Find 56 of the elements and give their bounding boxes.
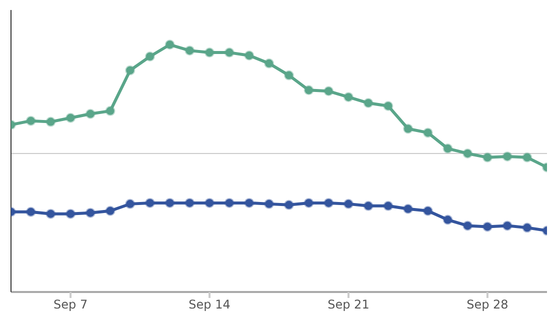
point xyxy=(244,50,254,61)
point xyxy=(383,200,394,211)
point xyxy=(284,70,294,80)
point xyxy=(502,220,512,231)
x-tick-label: Sep 7 xyxy=(54,298,88,312)
point xyxy=(343,92,354,102)
point xyxy=(442,144,453,154)
point xyxy=(304,85,314,96)
point xyxy=(85,208,96,218)
point xyxy=(264,58,274,68)
point xyxy=(184,198,195,208)
point xyxy=(264,198,274,209)
point xyxy=(105,206,116,216)
point xyxy=(462,220,473,231)
point xyxy=(502,151,512,162)
point xyxy=(224,48,234,58)
point xyxy=(442,214,453,225)
point xyxy=(144,198,155,208)
point xyxy=(422,128,433,138)
point xyxy=(66,208,76,219)
point xyxy=(105,106,116,116)
point xyxy=(125,198,136,209)
point xyxy=(482,152,492,162)
x-tick-label: Sep 14 xyxy=(188,298,230,312)
point xyxy=(462,148,473,158)
point xyxy=(125,65,136,76)
point xyxy=(522,222,532,233)
point xyxy=(224,198,234,208)
point xyxy=(204,198,215,208)
point xyxy=(403,204,414,214)
point xyxy=(343,198,354,209)
point xyxy=(403,124,414,134)
point xyxy=(422,206,433,216)
point xyxy=(204,48,215,58)
point xyxy=(363,200,374,211)
point xyxy=(304,198,314,208)
point xyxy=(324,86,334,96)
point xyxy=(164,198,175,208)
point xyxy=(164,40,175,50)
point xyxy=(383,100,394,111)
point xyxy=(144,52,155,62)
point xyxy=(26,206,36,217)
point xyxy=(522,152,532,162)
point xyxy=(244,198,254,208)
point xyxy=(324,198,334,208)
point xyxy=(66,112,76,123)
point xyxy=(85,108,96,119)
point xyxy=(26,116,36,126)
point xyxy=(482,222,492,232)
point xyxy=(46,208,56,219)
x-tick-label: Sep 28 xyxy=(466,298,508,312)
point xyxy=(284,200,294,210)
x-tick-label: Sep 21 xyxy=(328,298,370,312)
point xyxy=(363,98,374,108)
point xyxy=(184,46,195,56)
point xyxy=(46,116,56,127)
